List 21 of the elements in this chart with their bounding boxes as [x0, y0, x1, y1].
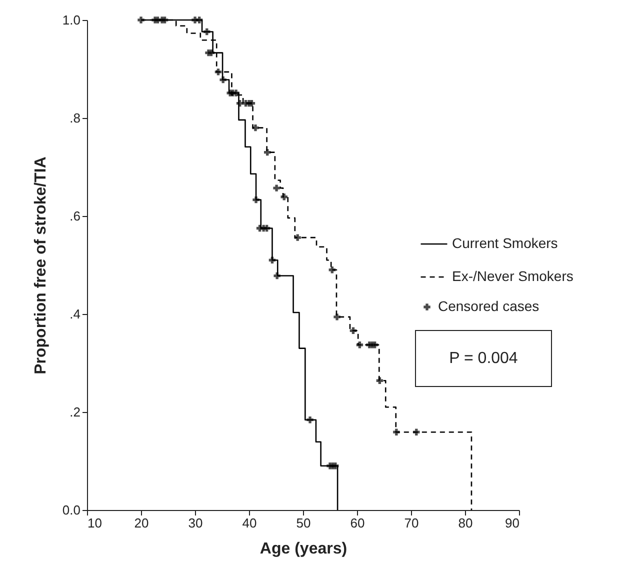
legend-label: Current Smokers — [452, 235, 558, 251]
x-tick-label: 10 — [88, 516, 102, 530]
x-tick-label: 60 — [350, 516, 365, 530]
y-tick-label: 1.0 — [62, 12, 80, 28]
y-tick-label: .2 — [70, 404, 80, 420]
x-tick-label: 40 — [242, 516, 257, 530]
legend-label: Ex-/Never Smokers — [452, 268, 574, 284]
x-tick-label: 50 — [296, 516, 311, 530]
y-tick-label: .4 — [70, 306, 80, 322]
x-axis-title: Age (years) — [260, 540, 348, 558]
text-box: P = 0.004 — [415, 330, 552, 387]
x-tick-label: 90 — [505, 516, 520, 530]
y-axis-title: Proportion free of stroke/TIA — [32, 156, 50, 374]
x-tick-label: 70 — [404, 516, 419, 530]
y-tick-label: .8 — [70, 110, 80, 126]
x-tick-label: 80 — [458, 516, 473, 530]
x-tick-label: 20 — [134, 516, 149, 530]
x-tick-label: 30 — [188, 516, 203, 530]
y-tick-label: .6 — [70, 208, 80, 224]
y-tick-label: 0.0 — [62, 502, 80, 518]
legend-label: Censored cases — [438, 298, 540, 314]
